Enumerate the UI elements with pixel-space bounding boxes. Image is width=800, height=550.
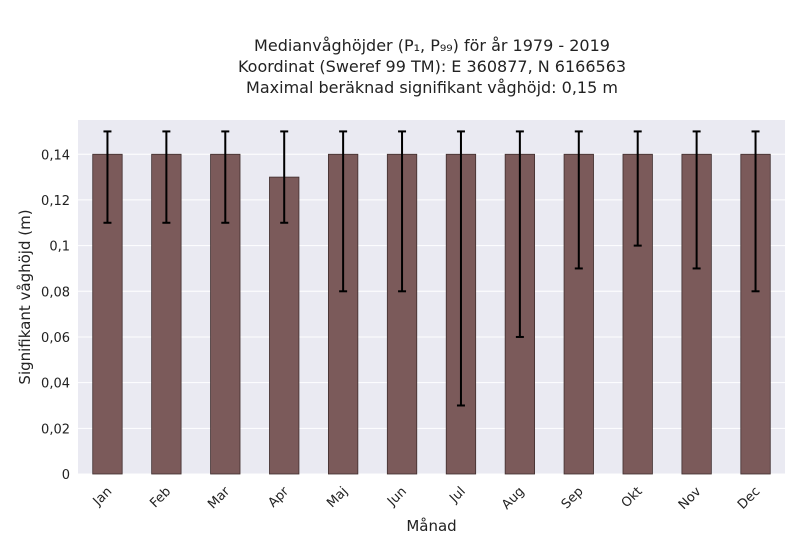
x-tick-label: Dec	[735, 484, 763, 512]
y-tick-label: 0,12	[41, 194, 70, 209]
y-tick-label: 0	[62, 468, 70, 483]
x-axis-ticks: Jan Feb Mar Apr Maj Jun Jul Aug Sep Okt Nov Dec	[90, 484, 764, 513]
y-axis-ticks: 0 0,02 0,04 0,06 0,08 0,1 0,12 0,14	[41, 148, 70, 483]
chart-title: Medianvåghöjder (P₁, P₉₉) för år 1979 - …	[238, 36, 626, 97]
chart-title-line: Koordinat (Sweref 99 TM): E 360877, N 61…	[238, 57, 626, 76]
y-tick-label: 0,06	[41, 331, 70, 346]
x-tick-label: Mar	[205, 484, 233, 512]
x-tick-label: Apr	[266, 484, 293, 511]
chart-title-line: Maximal beräknad signifikant våghöjd: 0,…	[246, 78, 618, 97]
y-tick-label: 0,08	[41, 285, 70, 300]
x-tick-label: Feb	[147, 484, 174, 511]
chart-title-line: Medianvåghöjder (P₁, P₉₉) för år 1979 - …	[254, 36, 610, 55]
y-axis-label: Signifikant våghöjd (m)	[16, 209, 34, 384]
y-tick-label: 0,04	[41, 377, 70, 392]
grid-lines	[78, 153, 785, 475]
x-tick-label: Jun	[384, 484, 410, 510]
y-tick-label: 0,02	[41, 422, 70, 437]
x-axis-label: Månad	[406, 517, 456, 535]
y-tick-label: 0,1	[49, 240, 70, 255]
x-tick-label: Maj	[324, 484, 351, 511]
y-tick-label: 0,14	[41, 148, 70, 163]
x-tick-label: Nov	[676, 484, 705, 513]
x-tick-label: Aug	[499, 484, 528, 513]
error-bars	[103, 130, 760, 407]
plot-area	[78, 120, 785, 474]
x-tick-label: Jan	[90, 484, 115, 509]
x-tick-label: Sep	[559, 484, 587, 512]
bar	[269, 176, 300, 475]
x-tick-label: Jul	[446, 484, 468, 506]
x-tick-label: Okt	[619, 484, 646, 511]
